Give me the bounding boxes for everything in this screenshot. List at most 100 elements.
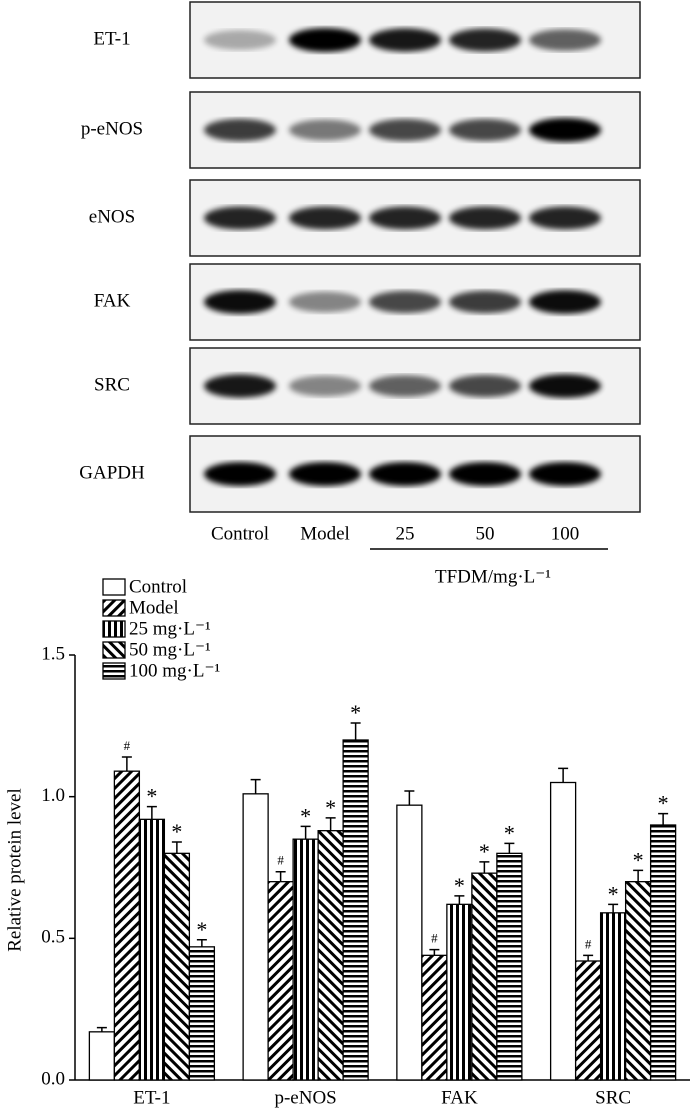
y-tick-label: 0.5 (41, 927, 65, 948)
x-tick-label: ET-1 (133, 1087, 170, 1108)
error-bar (350, 722, 361, 740)
bar (574, 960, 602, 1081)
blot-band (369, 28, 441, 52)
lane-label: Model (300, 523, 350, 544)
x-tick-label: SRC (595, 1087, 631, 1108)
error-bar (454, 895, 465, 905)
blot-row-label: eNOS (89, 206, 135, 227)
bar (88, 1031, 116, 1081)
significance-marker: * (146, 784, 157, 809)
blot-band (289, 206, 361, 230)
significance-marker: # (585, 936, 592, 951)
error-bar (404, 790, 415, 806)
blot-band (289, 291, 361, 313)
significance-marker: * (658, 791, 669, 816)
error-bar (250, 778, 261, 794)
bar (292, 838, 319, 1081)
significance-marker: * (325, 795, 336, 820)
bar (471, 872, 498, 1081)
blot-band (204, 374, 276, 398)
significance-marker: # (277, 853, 284, 868)
blot-band (449, 28, 521, 52)
bar (446, 903, 473, 1081)
x-tick-label: FAK (441, 1087, 478, 1108)
bar (496, 852, 523, 1081)
blot-band (204, 290, 276, 314)
significance-marker: * (633, 847, 644, 872)
blot-band (369, 375, 441, 397)
legend-label: 25 mg·L⁻¹ (129, 618, 211, 639)
group-label: TFDM/mg·L⁻¹ (435, 566, 551, 587)
blot-row-label: SRC (94, 374, 130, 395)
bar (317, 830, 344, 1081)
blot-band (449, 290, 521, 314)
significance-marker: * (454, 873, 465, 898)
legend-swatch (102, 641, 126, 659)
significance-marker: * (196, 917, 207, 942)
significance-marker: # (124, 738, 131, 753)
legend-label: Model (129, 597, 179, 618)
blot-band (529, 462, 601, 486)
legend-swatch (102, 662, 126, 680)
bar (421, 954, 448, 1081)
lane-label: Control (211, 523, 269, 544)
significance-marker: * (479, 839, 490, 864)
error-bar (658, 812, 669, 825)
bar (242, 793, 269, 1081)
bar (549, 781, 577, 1081)
blot-band (529, 118, 601, 142)
blot-band (369, 290, 441, 314)
blot-band (529, 29, 601, 51)
blot-band (289, 119, 361, 141)
error-bar (171, 841, 182, 854)
blot-row-label: p-eNOS (81, 118, 143, 139)
legend-label: 100 mg·L⁻¹ (129, 660, 220, 681)
blot-band (289, 28, 361, 52)
blot-band (204, 118, 276, 142)
legend-label: 50 mg·L⁻¹ (129, 639, 211, 660)
error-bar (558, 767, 569, 783)
legend-label: Control (129, 576, 187, 597)
bar (396, 804, 423, 1081)
significance-marker: * (171, 819, 182, 844)
legend-swatch (102, 620, 126, 638)
significance-marker: * (350, 700, 361, 725)
legend-swatch (102, 578, 126, 596)
blot-row-label: FAK (94, 290, 131, 311)
blot-row-label: GAPDH (79, 462, 145, 483)
legend-swatch (102, 599, 126, 617)
blot-band (204, 462, 276, 486)
bar (188, 946, 216, 1081)
blot-band (449, 118, 521, 142)
y-tick-label: 1.5 (41, 643, 65, 664)
bar (113, 770, 141, 1081)
lane-label: 50 (476, 523, 495, 544)
significance-marker: * (608, 881, 619, 906)
blot-band (529, 206, 601, 230)
y-axis-label: Relative protein level (4, 788, 25, 952)
error-bar (429, 948, 440, 956)
significance-marker: * (300, 803, 311, 828)
bar (163, 852, 191, 1081)
error-bar (96, 1026, 107, 1032)
blot-band (369, 206, 441, 230)
blot-band (369, 118, 441, 142)
error-bar (196, 939, 207, 947)
bar (267, 881, 294, 1081)
lane-label: 25 (396, 523, 415, 544)
blot-band (204, 206, 276, 230)
bar (649, 824, 677, 1081)
blot-band (289, 462, 361, 486)
error-bar (479, 861, 490, 874)
error-bar (325, 817, 336, 831)
significance-marker: # (431, 931, 438, 946)
error-bar (608, 903, 619, 913)
blot-band (529, 290, 601, 314)
error-bar (121, 756, 132, 772)
blot-band (369, 462, 441, 486)
x-tick-label: p-eNOS (274, 1087, 336, 1108)
error-bar (146, 805, 157, 820)
blot-band (289, 375, 361, 397)
